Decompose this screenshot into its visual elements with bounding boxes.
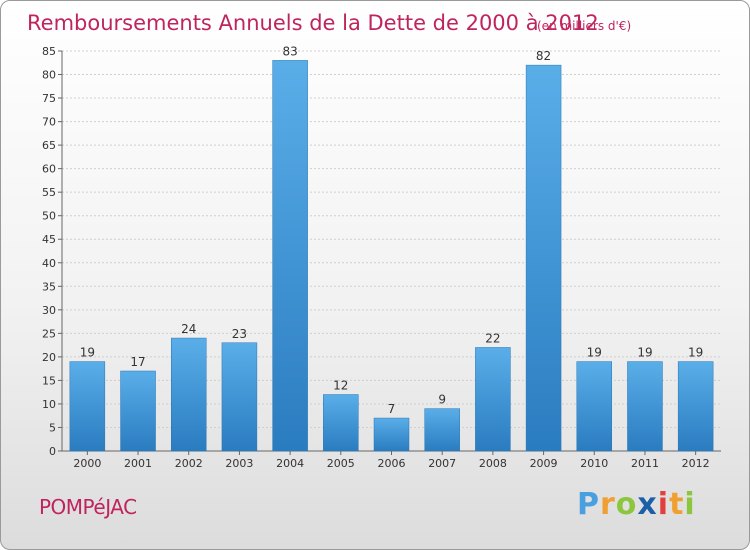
logo-letter: i — [657, 487, 670, 522]
x-tick-label: 2012 — [682, 457, 710, 470]
y-tick-label: 20 — [42, 351, 56, 364]
x-tick-label: 2006 — [378, 457, 406, 470]
x-tick-label: 2001 — [124, 457, 152, 470]
y-tick-label: 80 — [42, 69, 56, 82]
y-tick-label: 70 — [42, 116, 56, 129]
logo-letter: P — [577, 487, 600, 522]
y-tick-label: 50 — [42, 210, 56, 223]
bar-2003 — [221, 342, 258, 452]
bar-2007 — [424, 408, 460, 452]
x-tick-label: 2011 — [631, 457, 659, 470]
y-tick-label: 45 — [42, 233, 56, 246]
value-label-2011: 19 — [637, 346, 652, 360]
value-label-2000: 19 — [80, 346, 95, 360]
x-tick-label: 2004 — [276, 457, 304, 470]
y-tick-label: 85 — [42, 45, 56, 58]
value-label-2005: 12 — [333, 379, 348, 393]
value-label-2006: 7 — [388, 402, 396, 416]
x-tick-label: 2002 — [175, 457, 203, 470]
bar-2005 — [323, 394, 359, 452]
chart-title: Remboursements Annuels de la Dette de 20… — [27, 11, 599, 35]
x-tick-label: 2007 — [428, 457, 456, 470]
proxiti-logo: Proxiti — [577, 487, 696, 522]
logo-letter: t — [669, 487, 685, 522]
bar-2002 — [170, 337, 207, 452]
y-tick-label: 65 — [42, 139, 56, 152]
y-tick-label: 55 — [42, 186, 56, 199]
bar-2011 — [627, 361, 663, 452]
value-label-2008: 22 — [485, 331, 500, 345]
bar-2006 — [373, 417, 410, 452]
value-label-2001: 17 — [130, 355, 145, 369]
value-label-2009: 82 — [536, 49, 551, 63]
bar-2000 — [69, 361, 106, 452]
x-tick-label: 2005 — [327, 457, 355, 470]
y-tick-label: 5 — [49, 421, 56, 434]
y-tick-label: 0 — [49, 445, 56, 458]
logo-letter: i — [684, 487, 696, 522]
logo-letter: o — [615, 487, 638, 522]
y-tick-label: 75 — [42, 92, 56, 105]
value-label-2004: 83 — [282, 44, 297, 58]
commune-name: POMPéJAC — [39, 495, 137, 519]
x-tick-label: 2000 — [73, 457, 101, 470]
bar-2009 — [525, 64, 562, 452]
y-tick-label: 60 — [42, 163, 56, 176]
value-label-2012: 19 — [688, 346, 703, 360]
bar-2012 — [677, 361, 714, 452]
chart-subtitle: (en milliers d'€) — [537, 19, 631, 33]
x-tick-label: 2003 — [225, 457, 253, 470]
y-tick-label: 40 — [42, 257, 56, 270]
value-label-2003: 23 — [232, 327, 247, 341]
y-tick-label: 35 — [42, 280, 56, 293]
value-label-2002: 24 — [181, 322, 196, 336]
bar-2008 — [475, 347, 511, 452]
y-tick-label: 10 — [42, 398, 56, 411]
x-tick-label: 2010 — [580, 457, 608, 470]
logo-letter: x — [637, 487, 658, 522]
bar-2004 — [272, 60, 308, 452]
value-label-2010: 19 — [587, 346, 602, 360]
value-label-2007: 9 — [438, 393, 446, 407]
x-tick-label: 2008 — [479, 457, 507, 470]
bar-2001 — [120, 370, 156, 452]
logo-letter: r — [600, 487, 616, 522]
y-tick-label: 25 — [42, 327, 56, 340]
y-tick-label: 15 — [42, 374, 56, 387]
bar-2010 — [576, 361, 613, 452]
y-tick-label: 30 — [42, 304, 56, 317]
x-tick-label: 2009 — [530, 457, 558, 470]
